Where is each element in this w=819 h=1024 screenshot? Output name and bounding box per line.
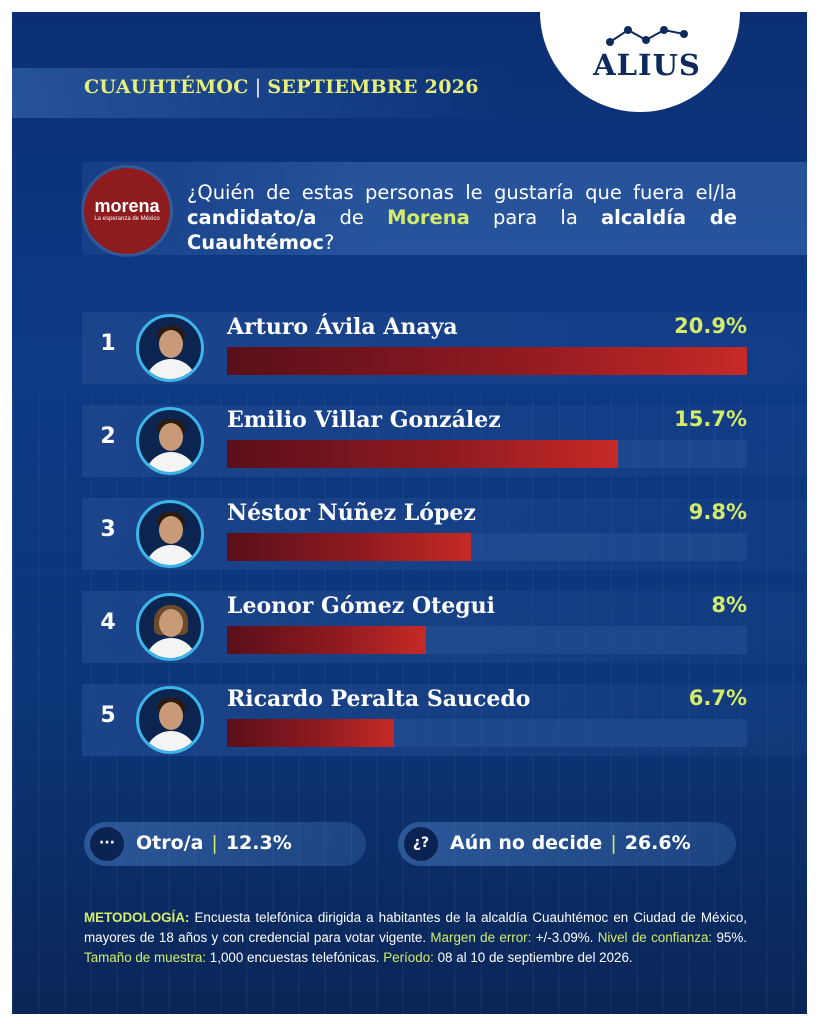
brand-logo-text: ALIUS <box>593 48 701 82</box>
candidate-percentage: 8% <box>711 593 747 617</box>
rank-number: 3 <box>100 517 116 542</box>
undecided-option-text: Aún no decide | 26.6% <box>450 832 691 854</box>
rank-number: 2 <box>100 424 116 449</box>
methodology-key: Margen de error: <box>430 930 532 945</box>
candidate-name: Ricardo Peralta Saucedo <box>227 686 531 712</box>
avatar-face <box>159 423 183 451</box>
bar-fill <box>227 719 394 747</box>
methodology-text: 1,000 encuestas telefónicas. <box>206 950 384 965</box>
candidate-photo <box>136 407 204 475</box>
bar-track <box>227 719 747 747</box>
bar-fill <box>227 626 426 654</box>
rank-number: 1 <box>100 331 116 356</box>
methodology-key: Período: <box>383 950 434 965</box>
avatar-face <box>159 516 183 544</box>
pill-separator: | <box>211 832 218 854</box>
methodology-key: METODOLOGÍA: <box>84 910 190 925</box>
question-highlight-candidate: candidato/a <box>187 206 317 229</box>
candidate-row: 5 Ricardo Peralta Saucedo 6.7% <box>82 684 807 756</box>
question-band <box>82 162 807 255</box>
survey-question: ¿Quién de estas personas le gustaría que… <box>187 180 737 255</box>
avatar-face <box>159 330 183 358</box>
bar-track <box>227 626 747 654</box>
bar-track <box>227 347 747 375</box>
bar-fill <box>227 533 471 561</box>
candidate-percentage: 20.9% <box>674 314 747 338</box>
question-text: ¿Quién de estas personas le gustaría que… <box>187 181 737 204</box>
rank-number: 5 <box>100 703 116 728</box>
methodology-key: Tamaño de muestra: <box>84 950 207 965</box>
avatar-face <box>159 702 183 730</box>
header-date: SEPTIEMBRE 2026 <box>267 76 479 98</box>
other-option-pill: ··· Otro/a | 12.3% <box>84 822 366 866</box>
question-mark-icon: ¿? <box>404 827 438 861</box>
candidate-photo <box>136 314 204 382</box>
methodology-note: METODOLOGÍA: Encuesta telefónica dirigid… <box>84 908 747 968</box>
methodology-text: +/-3.09%. <box>531 930 598 945</box>
candidate-name: Emilio Villar González <box>227 407 501 433</box>
candidate-photo <box>136 686 204 754</box>
avatar-body <box>145 359 197 379</box>
question-highlight-party: Morena <box>387 206 470 229</box>
candidate-photo <box>136 500 204 568</box>
header-title: CUAUHTÉMOC | SEPTIEMBRE 2026 <box>84 76 479 98</box>
candidate-photo <box>136 593 204 661</box>
network-icon <box>606 26 688 46</box>
candidate-percentage: 15.7% <box>674 407 747 431</box>
candidate-percentage: 9.8% <box>688 500 747 524</box>
other-option-value: 12.3% <box>225 832 292 854</box>
candidate-row: 2 Emilio Villar González 15.7% <box>82 405 807 477</box>
avatar-body <box>145 452 197 472</box>
header-separator: | <box>254 76 262 98</box>
candidate-row: 4 Leonor Gómez Otegui 8% <box>82 591 807 663</box>
avatar-body <box>145 731 197 751</box>
methodology-text: Encuesta telefónica dirigida a habitante… <box>84 910 747 945</box>
party-logo-tagline: La esperanza de México <box>94 216 160 222</box>
candidate-name: Leonor Gómez Otegui <box>227 593 496 619</box>
candidate-row: 3 Néstor Núñez López 9.8% <box>82 498 807 570</box>
party-logo <box>84 168 170 254</box>
question-text: para la <box>469 206 601 229</box>
header-band <box>12 68 512 118</box>
undecided-option-pill: ¿? Aún no decide | 26.6% <box>398 822 736 866</box>
undecided-option-label: Aún no decide <box>450 832 603 854</box>
poll-card: ALIUS CUAUHTÉMOC | SEPTIEMBRE 2026 morena … <box>12 12 807 1014</box>
question-highlight-office: alcaldía de Cuauhtémoc <box>187 206 737 254</box>
candidate-name: Néstor Núñez López <box>227 500 476 526</box>
methodology-key: Nivel de confianza: <box>597 930 713 945</box>
avatar-face <box>159 609 183 637</box>
bar-fill <box>227 440 618 468</box>
methodology-text: 95%. <box>712 930 748 945</box>
avatar-body <box>145 545 197 565</box>
ellipsis-icon: ··· <box>90 827 124 861</box>
question-text: de <box>316 206 388 229</box>
bar-fill <box>227 347 747 375</box>
bar-track <box>227 533 747 561</box>
bar-track <box>227 440 747 468</box>
header-place: CUAUHTÉMOC <box>84 76 249 98</box>
question-text: ? <box>323 231 335 254</box>
candidate-row: 1 Arturo Ávila Anaya 20.9% <box>82 312 807 384</box>
candidate-name: Arturo Ávila Anaya <box>227 314 458 340</box>
other-option-label: Otro/a <box>136 832 204 854</box>
pill-separator: | <box>610 832 617 854</box>
avatar-body <box>145 638 197 658</box>
methodology-text: 08 al 10 de septiembre del 2026. <box>433 950 633 965</box>
party-logo-word: morena <box>94 196 160 216</box>
other-option-text: Otro/a | 12.3% <box>136 832 292 854</box>
rank-number: 4 <box>100 610 116 635</box>
undecided-option-value: 26.6% <box>624 832 691 854</box>
candidate-percentage: 6.7% <box>688 686 747 710</box>
